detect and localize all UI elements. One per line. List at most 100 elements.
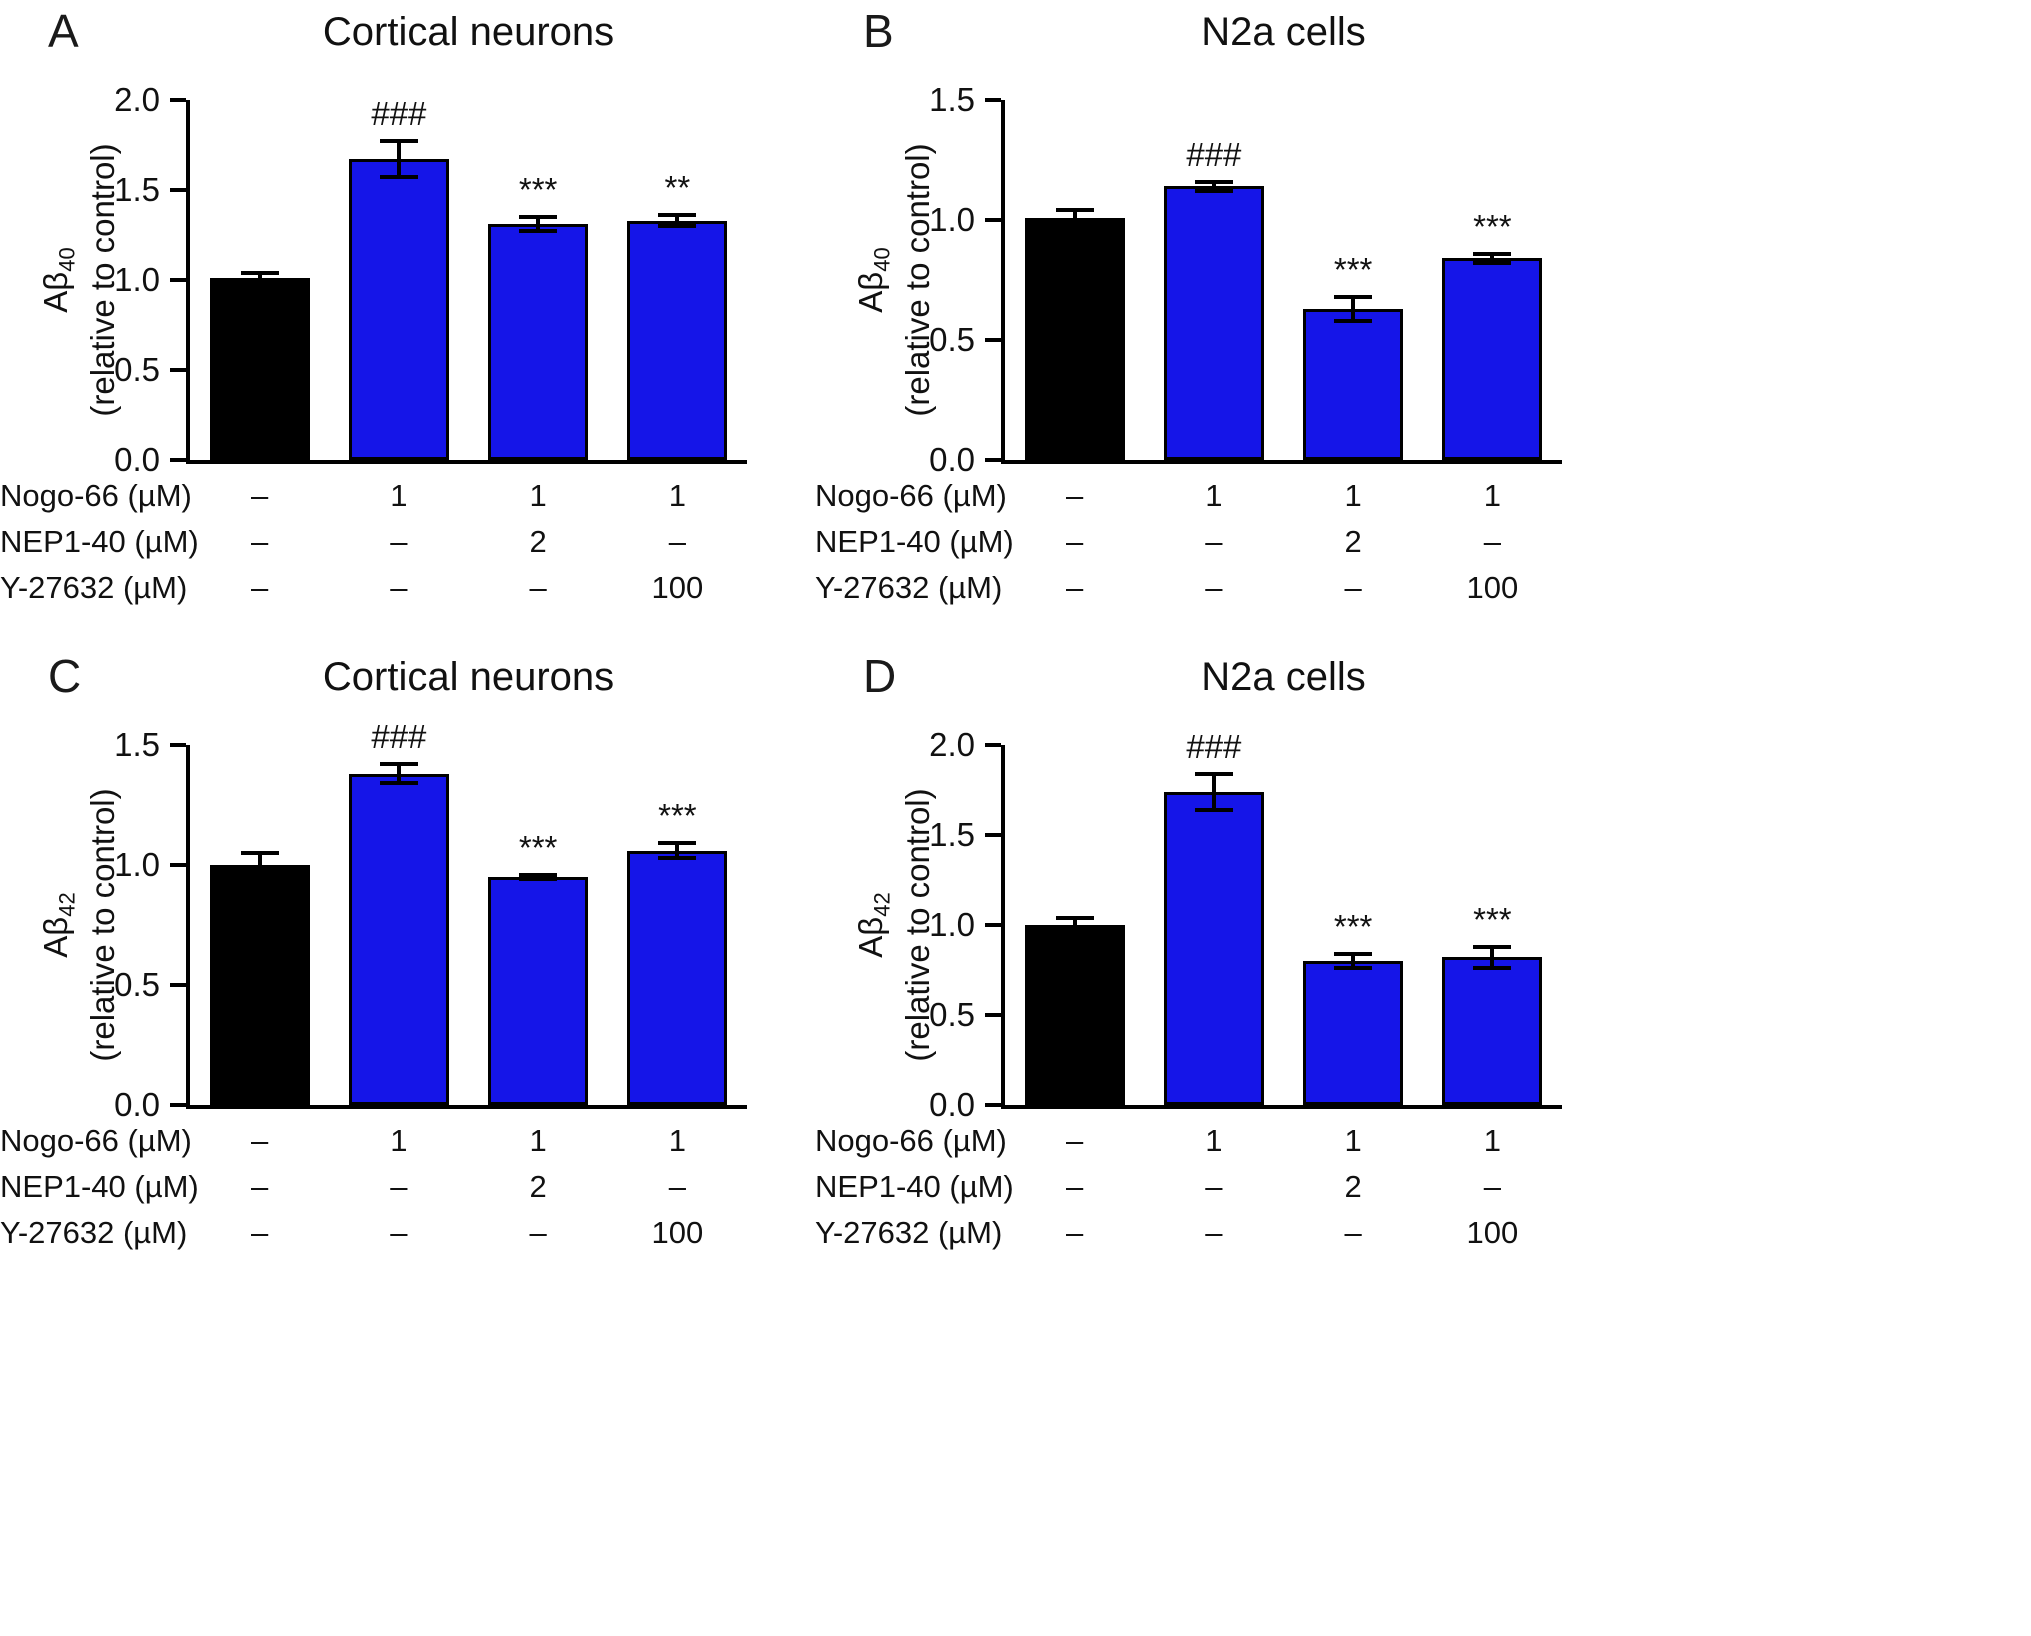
x-axis-line (1001, 460, 1562, 464)
condition-value: – (1483, 1169, 1501, 1204)
condition-value: 100 (651, 570, 704, 605)
condition-label: NEP1-40 (µM) (0, 1169, 199, 1204)
error-bar-cap-bottom (1334, 966, 1373, 971)
condition-label: Nogo-66 (µM) (0, 1123, 192, 1158)
condition-row: Y-27632 (µM) – – – 100 (0, 570, 747, 606)
bar (1303, 961, 1404, 1105)
y-tick-label: 1.0 (929, 906, 975, 943)
error-bar-line (536, 217, 541, 232)
condition-value: – (1066, 1123, 1084, 1158)
bar (1024, 218, 1125, 460)
bar (1163, 186, 1264, 460)
plot-area: 0.0 0.5 1.0 1.5 2.0 ### *** *** (929, 726, 1562, 1123)
condition-row: Y-27632 (µM) – – – 100 (815, 570, 1562, 606)
y-tick-mark (170, 743, 186, 747)
y-tick-label: 0.5 (929, 996, 975, 1033)
significance-annotation: *** (1333, 907, 1373, 945)
condition-values: – 1 1 1 (1005, 1123, 1562, 1159)
condition-value: 2 (1344, 1169, 1362, 1204)
y-tick-label: 1.0 (114, 846, 160, 883)
condition-row: NEP1-40 (µM) – – 2 – (0, 1169, 747, 1205)
condition-value: – (668, 524, 686, 559)
plot-area: 0.0 0.5 1.0 1.5 ### *** *** (929, 81, 1562, 478)
condition-value: 1 (390, 1123, 408, 1158)
error-bar-cap-top (1194, 179, 1233, 184)
y-tick-mark (170, 983, 186, 987)
condition-row: Nogo-66 (µM) – 1 1 1 (815, 478, 1562, 514)
condition-value: 2 (1344, 524, 1362, 559)
error-bar-line (396, 141, 401, 178)
panel-letter-a: A (48, 5, 79, 57)
error-bar-cap-top (1473, 251, 1512, 256)
condition-table: Nogo-66 (µM) –1 1 1 NEP1-40 (µM) – –2– Y-27632 … (815, 1123, 1562, 1261)
error-bar-line (1072, 210, 1077, 225)
y-tick-mark (170, 188, 186, 192)
chart-title-d: N2a cells (1201, 655, 1366, 699)
significance-annotation: ** (664, 169, 691, 207)
y-tick-mark (170, 278, 186, 282)
y-axis-label-line2: (relative to control) (84, 788, 122, 1062)
condition-label: Nogo-66 (µM) (815, 1123, 1007, 1158)
y-tick-label: 0.5 (929, 321, 975, 358)
chart-title-c: Cortical neurons (322, 655, 615, 699)
condition-values: – 1 1 1 (190, 1123, 747, 1159)
error-bar-line (257, 853, 262, 877)
y-tick-label: 0.0 (929, 1086, 975, 1123)
condition-row: NEP1-40 (µM) – – 2 – (815, 1169, 1562, 1205)
condition-label: Y-27632 (µM) (815, 1215, 1003, 1250)
y-tick-label: 2.0 (929, 726, 975, 763)
error-bar-cap-bottom (240, 281, 279, 286)
condition-row: Nogo-66 (µM) – 1 1 1 (815, 1123, 1562, 1159)
error-bar-cap-top (1194, 771, 1233, 776)
condition-value: 1 (1483, 1123, 1501, 1158)
condition-values: – – 2 – (190, 1169, 747, 1205)
condition-value: – (1205, 1215, 1223, 1250)
bar (627, 221, 728, 460)
condition-values: – – – 100 (190, 570, 747, 606)
error-bar-line (257, 272, 262, 284)
panel-letter-c: C (48, 650, 82, 702)
condition-value: – (390, 570, 408, 605)
y-tick-mark (985, 833, 1001, 837)
error-bar-cap-bottom (240, 875, 279, 879)
condition-value: 100 (651, 1215, 704, 1250)
panel-C: C Cortical neurons Aβ42 (relative to con… (0, 645, 815, 1636)
condition-values: – – – 100 (190, 1215, 747, 1251)
error-bar-cap-top (1334, 951, 1373, 956)
error-bar-cap-top (1055, 915, 1094, 920)
y-axis-line (1001, 745, 1005, 1109)
condition-value: – (390, 1169, 408, 1204)
condition-value: – (1205, 1169, 1223, 1204)
error-bar-line (675, 843, 680, 858)
error-bar-cap-top (240, 851, 279, 855)
y-tick-mark (985, 1013, 1001, 1017)
significance-annotation: *** (518, 828, 558, 866)
error-bar-cap-top (658, 841, 697, 846)
significance-annotation: ### (1186, 135, 1242, 173)
condition-value: 1 (529, 1123, 547, 1158)
condition-values: – 1 1 1 (190, 478, 747, 514)
significance-annotation: ### (1186, 727, 1242, 765)
y-axis-label-line1: Aβ40 (850, 143, 897, 416)
y-axis-line (1001, 100, 1005, 464)
bar (1163, 792, 1264, 1105)
panel-A: A Cortical neurons Aβ40 (relative to con… (0, 0, 815, 645)
bar (348, 774, 449, 1105)
x-axis-line (1001, 1105, 1562, 1109)
error-bar-cap-bottom (379, 175, 418, 180)
y-axis-label-c: Aβ42 (relative to control) (10, 745, 150, 1105)
condition-value: 1 (668, 478, 686, 513)
y-tick-label: 1.5 (929, 81, 975, 118)
condition-row: Nogo-66 (µM) – 1 1 1 (0, 478, 747, 514)
condition-value: – (1066, 570, 1084, 605)
bar (1442, 258, 1543, 460)
plot-area: 0.0 0.5 1.0 1.5 ### *** *** (114, 718, 747, 1123)
error-bar-cap-top (658, 213, 697, 218)
condition-value: 1 (1483, 478, 1501, 513)
y-tick-label: 0.5 (114, 966, 160, 1003)
condition-value: – (529, 1215, 547, 1250)
error-bar-cap-bottom (1334, 318, 1373, 323)
error-bar-cap-bottom (1194, 807, 1233, 812)
condition-value: – (1066, 1215, 1084, 1250)
